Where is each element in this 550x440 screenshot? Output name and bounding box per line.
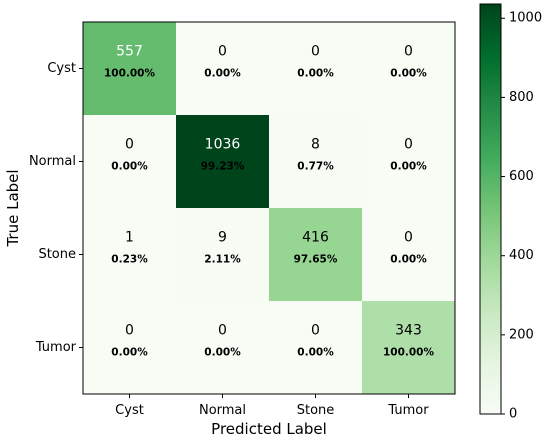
heatmap-cell bbox=[176, 301, 269, 394]
heatmap-cell bbox=[83, 208, 176, 301]
x-axis-title: Predicted Label bbox=[211, 420, 327, 438]
cell-count-label: 416 bbox=[302, 230, 329, 246]
cell-percentage-label: 0.23% bbox=[111, 254, 148, 266]
heatmap-cell bbox=[83, 115, 176, 208]
cell-count-label: 343 bbox=[395, 323, 422, 339]
cell-count-label: 0 bbox=[218, 44, 227, 60]
cell-percentage-label: 0.00% bbox=[204, 68, 241, 80]
colorbar-tick-label: 600 bbox=[509, 169, 534, 184]
cell-percentage-label: 100.00% bbox=[104, 68, 156, 80]
colorbar-ticks: 0 200 400 600 800 1000 bbox=[501, 11, 542, 422]
cell-percentage-label: 0.00% bbox=[390, 161, 427, 173]
cell-count-label: 1036 bbox=[205, 137, 241, 153]
cell-percentage-label: 97.65% bbox=[294, 254, 338, 266]
heatmap-cell bbox=[269, 22, 362, 115]
heatmap-cell bbox=[83, 22, 176, 115]
cell-count-label: 0 bbox=[404, 230, 413, 246]
heatmap-frame bbox=[82, 21, 456, 395]
cell-percentage-label: 0.00% bbox=[111, 161, 148, 173]
x-tick-label: Normal bbox=[199, 403, 246, 418]
colorbar-tick-label: 400 bbox=[509, 248, 534, 263]
cell-percentage-label: 0.00% bbox=[297, 68, 334, 80]
heatmap-cell bbox=[269, 115, 362, 208]
heatmap-cells: 557100.00%00.00%00.00%00.00%00.00%103699… bbox=[83, 22, 455, 394]
cell-count-label: 9 bbox=[218, 230, 227, 246]
colorbar-tick-label: 200 bbox=[509, 327, 534, 342]
heatmap-cell bbox=[362, 22, 455, 115]
colorbar bbox=[479, 3, 502, 415]
cell-count-label: 557 bbox=[116, 44, 143, 60]
colorbar-tick-label: 800 bbox=[509, 90, 534, 105]
heatmap-cell bbox=[269, 301, 362, 394]
heatmap-cell bbox=[362, 115, 455, 208]
cell-percentage-label: 0.77% bbox=[297, 161, 334, 173]
cell-percentage-label: 0.00% bbox=[204, 347, 241, 359]
y-tick-label: Normal bbox=[29, 154, 76, 169]
x-axis-ticks: Cyst Normal Stone Tumor bbox=[115, 394, 429, 418]
cell-count-label: 0 bbox=[125, 137, 134, 153]
heatmap-cell bbox=[176, 115, 269, 208]
heatmap-cell bbox=[83, 301, 176, 394]
y-tick-label: Cyst bbox=[47, 61, 76, 76]
x-tick-label: Cyst bbox=[115, 403, 144, 418]
heatmap-cell bbox=[176, 208, 269, 301]
cell-count-label: 0 bbox=[404, 137, 413, 153]
cell-count-label: 0 bbox=[311, 44, 320, 60]
cell-percentage-label: 0.00% bbox=[111, 347, 148, 359]
cell-percentage-label: 2.11% bbox=[204, 254, 241, 266]
x-tick-label: Tumor bbox=[387, 403, 429, 418]
cell-count-label: 0 bbox=[404, 44, 413, 60]
y-axis-ticks: Cyst Normal Stone Tumor bbox=[29, 61, 83, 355]
cell-percentage-label: 0.00% bbox=[390, 254, 427, 266]
heatmap-cell bbox=[362, 301, 455, 394]
cell-count-label: 8 bbox=[311, 137, 320, 153]
colorbar-tick-label: 1000 bbox=[509, 11, 542, 26]
cell-percentage-label: 100.00% bbox=[383, 347, 435, 359]
y-axis-title: True Label bbox=[4, 169, 22, 247]
heatmap-cell bbox=[176, 22, 269, 115]
y-tick-label: Stone bbox=[38, 247, 76, 262]
cell-percentage-label: 0.00% bbox=[297, 347, 334, 359]
heatmap-cell bbox=[269, 208, 362, 301]
y-tick-label: Tumor bbox=[35, 340, 77, 355]
cell-count-label: 0 bbox=[125, 323, 134, 339]
cell-percentage-label: 99.23% bbox=[201, 161, 245, 173]
x-tick-label: Stone bbox=[297, 403, 335, 418]
cell-count-label: 0 bbox=[218, 323, 227, 339]
cell-count-label: 0 bbox=[311, 323, 320, 339]
cell-percentage-label: 0.00% bbox=[390, 68, 427, 80]
colorbar-tick-label: 0 bbox=[509, 407, 517, 422]
cell-count-label: 1 bbox=[125, 230, 134, 246]
heatmap-cell bbox=[362, 208, 455, 301]
